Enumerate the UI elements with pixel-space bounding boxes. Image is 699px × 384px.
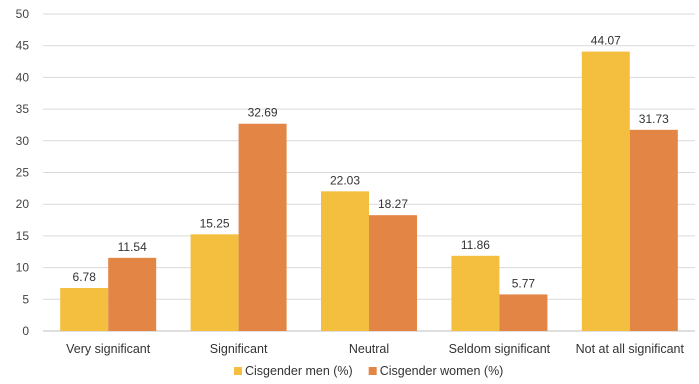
bar: [60, 288, 109, 331]
data-label: 31.73: [639, 112, 669, 126]
bar: [190, 234, 239, 331]
data-label: 18.27: [378, 197, 408, 211]
y-tick-label: 35: [16, 102, 30, 116]
y-tick-label: 5: [22, 292, 29, 306]
y-axis-ticks: 0 5 10 15 20 25 30 35 40 45 50: [16, 7, 30, 338]
y-tick-label: 15: [16, 229, 30, 243]
y-tick-label: 30: [16, 134, 30, 148]
data-label: 32.69: [248, 106, 278, 120]
y-tick-label: 20: [16, 197, 30, 211]
y-tick-label: 0: [22, 324, 29, 338]
bar: [581, 51, 630, 332]
legend-swatch: [234, 367, 242, 375]
x-category-label: Significant: [210, 342, 268, 356]
y-tick-label: 25: [16, 166, 30, 180]
bar: [369, 215, 417, 331]
y-tick-label: 50: [16, 7, 30, 21]
x-category-label: Very significant: [66, 342, 151, 356]
bars: [60, 51, 678, 332]
data-label: 5.77: [512, 276, 536, 290]
data-label: 15.25: [200, 216, 230, 230]
legend-label: Cisgender women (%): [380, 364, 504, 378]
x-category-label: Seldom significant: [449, 342, 551, 356]
x-axis-categories: Very significant Significant Neutral Seldom…: [66, 342, 684, 356]
x-category-label: Not at all significant: [576, 342, 685, 356]
bar: [321, 191, 369, 331]
y-tick-label: 10: [16, 261, 30, 275]
legend-swatch: [368, 367, 377, 375]
legend: Cisgender men (%) Cisgender women (%): [234, 364, 503, 378]
data-label: 6.78: [73, 270, 97, 284]
bar: [108, 257, 157, 331]
data-label: 11.54: [118, 240, 147, 254]
bar: [238, 123, 287, 332]
bar: [499, 294, 548, 331]
bar: [451, 255, 500, 331]
legend-label: Cisgender men (%): [245, 364, 353, 378]
data-labels: 6.78 11.54 15.25 32.69 22.03 18.27 11.86 5.77 44…: [73, 34, 670, 291]
data-label: 44.07: [591, 34, 621, 48]
x-category-label: Neutral: [349, 342, 389, 356]
y-tick-label: 45: [16, 39, 30, 53]
bar: [629, 129, 678, 331]
y-tick-label: 40: [16, 70, 30, 84]
data-label: 22.03: [330, 173, 360, 187]
data-label: 11.86: [461, 238, 490, 252]
